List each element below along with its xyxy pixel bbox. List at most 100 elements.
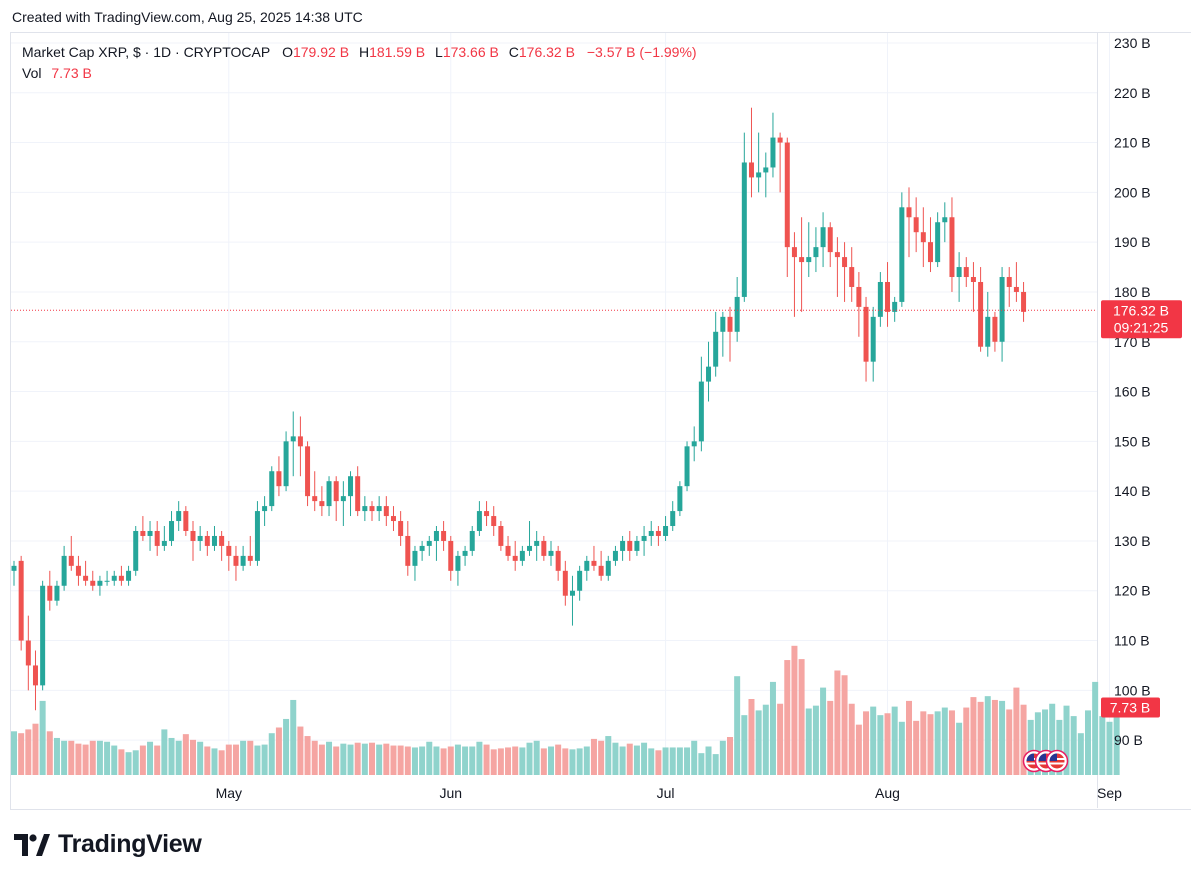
candle — [390, 506, 396, 531]
candle — [885, 262, 891, 327]
volume-bar — [1113, 707, 1120, 775]
candle-body — [842, 257, 848, 268]
volume-bar — [311, 740, 318, 775]
candle-body — [97, 580, 103, 586]
candle-body — [992, 316, 998, 342]
volume-bar — [318, 744, 325, 775]
candle — [534, 530, 540, 561]
legend-high-value: 181.59 B — [369, 44, 426, 60]
candle — [927, 217, 933, 273]
volume-bar — [569, 749, 576, 775]
volume-bar — [805, 708, 812, 775]
volume-bar — [1106, 721, 1113, 775]
volume-bar — [340, 743, 347, 775]
volume-bar — [970, 697, 977, 775]
chart-frame — [10, 32, 1191, 810]
candle-body — [369, 506, 375, 512]
volume-bar — [748, 699, 755, 775]
candle — [620, 535, 626, 561]
volume-bar — [333, 746, 340, 775]
candle — [605, 555, 611, 581]
event-flag-stripe — [1038, 762, 1054, 765]
volume-bar — [125, 752, 132, 775]
volume-bar — [497, 748, 504, 775]
candle — [727, 306, 733, 362]
volume-bar — [1099, 716, 1106, 775]
candle — [849, 247, 855, 302]
candle — [799, 217, 805, 312]
candle — [942, 202, 948, 243]
volume-bar — [490, 749, 497, 775]
candle — [226, 540, 232, 571]
legend-change: −3.57 B (−1.99%) — [586, 44, 697, 60]
candle — [405, 521, 411, 576]
volume-bar — [18, 733, 25, 775]
candle-body — [211, 535, 217, 546]
volume-bar — [118, 749, 125, 775]
candle — [827, 222, 833, 268]
volume-bar — [641, 742, 648, 775]
volume-bar — [906, 700, 912, 775]
legend-close-value: 176.32 B — [518, 44, 575, 60]
candle — [412, 545, 418, 581]
volume-bar — [934, 711, 941, 775]
volume-bar — [605, 736, 612, 775]
tradingview-footer[interactable]: TradingView — [14, 830, 202, 859]
volume-bar — [168, 737, 175, 775]
volume-bar — [798, 659, 805, 775]
volume-bar — [827, 700, 834, 775]
x-tick-label: Jul — [657, 785, 675, 801]
candle — [698, 356, 704, 452]
volume-bar — [68, 740, 75, 775]
candle — [870, 306, 876, 382]
volume-bar — [411, 747, 418, 775]
candle — [262, 496, 268, 527]
volume-bar — [376, 744, 383, 775]
volume-bar — [691, 740, 698, 775]
volume-bar — [920, 711, 927, 775]
y-tick-label: 220 B — [1114, 85, 1151, 101]
candle-body — [956, 267, 962, 278]
candle — [612, 545, 618, 566]
candle-body — [935, 222, 941, 263]
legend-open-value: 179.92 B — [292, 44, 350, 60]
volume-tag — [1101, 697, 1160, 718]
volume-bar — [562, 748, 569, 775]
candle-body — [541, 540, 547, 556]
volume-bar — [583, 746, 590, 775]
candle — [290, 411, 296, 477]
y-tick-label: 140 B — [1114, 483, 1151, 499]
volume-bar — [505, 747, 512, 775]
candle-body — [813, 247, 819, 258]
candle — [777, 132, 783, 193]
candle — [791, 232, 797, 317]
volume-bar — [941, 707, 948, 775]
candle — [254, 501, 260, 566]
candle-body — [126, 570, 132, 581]
volume-bar — [777, 703, 784, 775]
candle — [856, 272, 862, 337]
candle-body — [419, 545, 425, 551]
candle-body — [154, 530, 160, 546]
volume-bar — [977, 701, 984, 775]
volume-bar — [533, 740, 540, 775]
created-with-caption: Created with TradingView.com, Aug 25, 20… — [12, 9, 363, 25]
candle-body — [426, 540, 432, 546]
volume-bar — [53, 737, 60, 775]
volume-bar — [354, 742, 361, 775]
last-price-tag-value: 176.32 B — [1113, 302, 1169, 318]
volume-bar — [626, 743, 633, 775]
candle-body — [405, 535, 411, 566]
candle — [398, 511, 404, 546]
candle-body — [849, 267, 855, 287]
volume-bar — [1063, 705, 1070, 775]
candle — [970, 262, 976, 312]
candle — [820, 212, 826, 268]
volume-bar — [684, 747, 691, 775]
candle-body — [978, 281, 984, 347]
legend-low-value: 173.66 B — [442, 44, 499, 60]
candle — [949, 197, 955, 292]
candle — [985, 291, 991, 357]
volume-bar — [304, 736, 311, 775]
